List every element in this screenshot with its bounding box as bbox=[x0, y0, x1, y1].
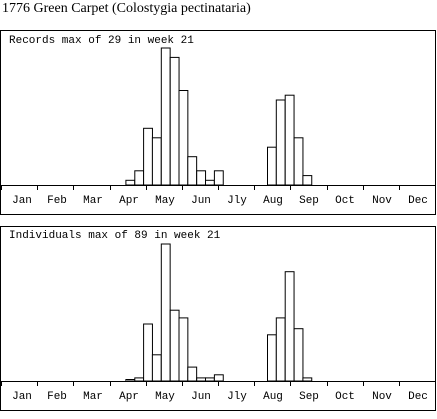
bar-week-25 bbox=[213, 374, 224, 382]
bar-week-32 bbox=[275, 317, 286, 382]
panel-title: Individuals max of 89 in week 21 bbox=[9, 230, 221, 242]
bar-week-19 bbox=[160, 243, 171, 382]
bar-week-34 bbox=[293, 328, 304, 382]
month-label-feb: Feb bbox=[47, 195, 67, 207]
bar-week-32 bbox=[275, 99, 286, 186]
month-label-dec: Dec bbox=[408, 195, 428, 207]
bar-week-16 bbox=[134, 170, 145, 186]
month-label-jan: Jan bbox=[12, 391, 32, 403]
bar-week-23 bbox=[196, 170, 207, 186]
month-label-apr: Apr bbox=[119, 195, 139, 207]
month-label-mar: Mar bbox=[83, 391, 103, 403]
bar-week-22 bbox=[187, 156, 198, 186]
month-label-may: May bbox=[155, 195, 175, 207]
month-label-dec: Dec bbox=[408, 391, 428, 403]
bar-week-24 bbox=[205, 377, 215, 382]
bar-week-31 bbox=[267, 334, 277, 382]
bar-week-21 bbox=[178, 317, 189, 382]
panel-frame bbox=[0, 30, 436, 215]
bar-week-18 bbox=[151, 137, 162, 186]
page-title: 1776 Green Carpet (Colostygia pectinatar… bbox=[2, 1, 251, 16]
month-label-aug: Aug bbox=[263, 391, 283, 403]
month-label-jun: Jun bbox=[191, 391, 211, 403]
month-label-jan: Jan bbox=[12, 195, 32, 207]
month-label-sep: Sep bbox=[299, 195, 319, 207]
bar-week-24 bbox=[205, 179, 215, 186]
bar-week-25 bbox=[213, 170, 224, 186]
bar-week-19 bbox=[160, 47, 171, 186]
month-label-feb: Feb bbox=[47, 391, 67, 403]
bar-week-23 bbox=[196, 377, 207, 382]
month-label-oct: Oct bbox=[335, 195, 355, 207]
bar-week-35 bbox=[302, 377, 313, 382]
bar-week-17 bbox=[143, 127, 153, 186]
bar-week-33 bbox=[284, 94, 295, 186]
bar-week-20 bbox=[169, 56, 180, 186]
bar-week-15 bbox=[125, 379, 136, 382]
month-label-aug: Aug bbox=[263, 195, 283, 207]
bar-week-20 bbox=[169, 309, 180, 382]
bar-week-17 bbox=[143, 323, 153, 382]
bar-week-22 bbox=[187, 366, 198, 382]
month-label-sep: Sep bbox=[299, 391, 319, 403]
month-label-jly: Jly bbox=[227, 391, 247, 403]
panel-title: Records max of 29 in week 21 bbox=[9, 35, 194, 47]
month-label-nov: Nov bbox=[372, 391, 392, 403]
bar-week-33 bbox=[284, 271, 295, 382]
month-label-oct: Oct bbox=[335, 391, 355, 403]
bar-week-16 bbox=[134, 377, 145, 382]
bar-week-18 bbox=[151, 354, 162, 382]
bar-week-15 bbox=[125, 179, 136, 186]
month-label-nov: Nov bbox=[372, 195, 392, 207]
panel-frame bbox=[0, 226, 436, 411]
bar-week-35 bbox=[302, 175, 313, 186]
month-label-may: May bbox=[155, 391, 175, 403]
month-label-apr: Apr bbox=[119, 391, 139, 403]
bar-week-34 bbox=[293, 137, 304, 186]
bar-week-21 bbox=[178, 90, 189, 186]
month-label-jun: Jun bbox=[191, 195, 211, 207]
bar-week-31 bbox=[267, 146, 277, 186]
month-label-jly: Jly bbox=[227, 195, 247, 207]
month-label-mar: Mar bbox=[83, 195, 103, 207]
